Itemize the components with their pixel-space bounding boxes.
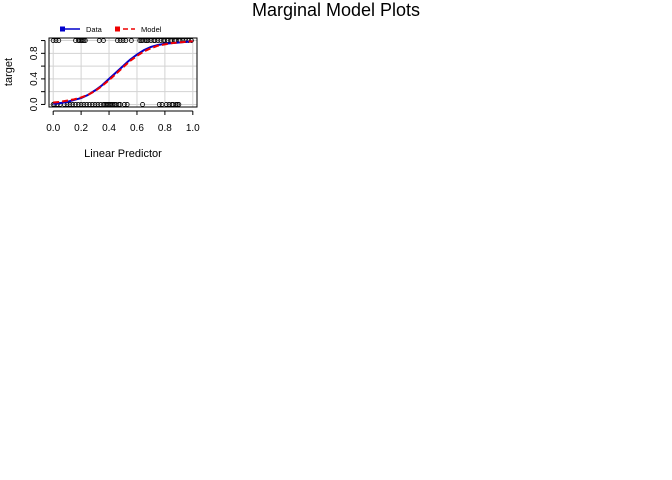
data-point <box>121 102 127 107</box>
data-point <box>124 102 130 107</box>
data-point <box>87 102 92 107</box>
data-point <box>128 38 134 43</box>
data-point <box>56 38 62 43</box>
data-point <box>78 102 84 107</box>
legend-data-label: Data <box>86 25 103 34</box>
data-point <box>81 102 87 107</box>
data-point <box>173 102 179 107</box>
data-point <box>80 38 85 43</box>
data-point <box>163 102 169 107</box>
data-point <box>142 38 148 43</box>
data-point <box>175 102 180 107</box>
y-axis: 0.0 0.4 0.8 <box>29 40 46 111</box>
legend-model-label: Model <box>141 25 162 34</box>
data-point <box>75 102 81 107</box>
grid <box>49 38 197 107</box>
data-point <box>67 102 73 107</box>
data-point <box>145 38 151 43</box>
data-point <box>84 102 90 107</box>
data-point <box>137 38 143 43</box>
data-point <box>95 102 101 107</box>
x-tick-label: 1.0 <box>186 123 200 134</box>
series-data-line <box>53 40 193 105</box>
data-point <box>162 38 168 43</box>
x-axis-label: Linear Predictor <box>84 148 162 160</box>
legend-model-swatch <box>115 26 120 32</box>
data-point <box>110 102 116 107</box>
data-point <box>176 102 182 107</box>
x-tick-label: 0.4 <box>102 123 116 134</box>
data-point <box>140 102 145 107</box>
data-point <box>156 102 162 107</box>
plot-box <box>48 37 198 108</box>
x-tick-label: 0.2 <box>74 123 88 134</box>
data-point <box>101 38 106 43</box>
data-point <box>89 102 95 107</box>
data-point <box>81 38 87 43</box>
data-point <box>115 38 120 43</box>
y-tick-label: 0.8 <box>29 46 40 60</box>
x-tick-label: 0.0 <box>46 123 60 134</box>
y-axis-label: target <box>3 58 15 86</box>
y-tick-label: 0.0 <box>29 97 40 111</box>
x-axis: 0.0 0.2 0.4 0.6 0.8 1.0 <box>46 110 200 134</box>
data-point <box>70 102 76 107</box>
data-point <box>123 38 129 43</box>
data-point <box>82 38 88 43</box>
data-points <box>50 38 194 107</box>
data-point <box>117 38 123 43</box>
data-point <box>50 38 56 43</box>
x-tick-label: 0.8 <box>158 123 172 134</box>
series-model-line <box>53 40 193 104</box>
legend-data-swatch <box>60 26 65 32</box>
legend: Data Model <box>60 25 162 34</box>
x-tick-label: 0.6 <box>130 123 144 134</box>
data-point <box>92 102 98 107</box>
chart-title: Marginal Model Plots <box>252 0 420 20</box>
data-point <box>73 102 78 107</box>
data-point <box>116 102 122 107</box>
data-point <box>155 38 161 43</box>
data-point <box>53 38 59 43</box>
data-point <box>120 38 126 43</box>
data-point <box>152 38 158 43</box>
y-tick-label: 0.4 <box>29 72 40 86</box>
